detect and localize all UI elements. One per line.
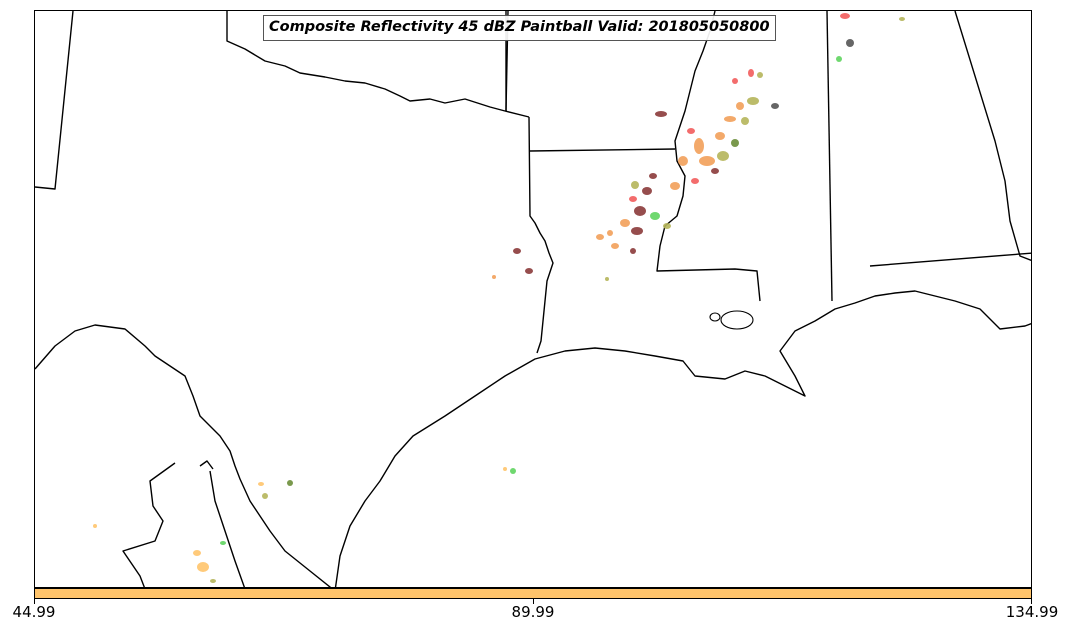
paint-blob: [607, 230, 613, 236]
colorbar-tick: [34, 599, 35, 604]
paint-blob: [631, 181, 639, 189]
colorbar-tick: [1031, 599, 1032, 604]
paint-blob: [670, 182, 680, 190]
paint-blob: [655, 111, 667, 117]
map-canvas: [35, 11, 1031, 587]
colorbar-tick-label-mid: 89.99: [511, 603, 555, 621]
paint-blob: [711, 168, 719, 174]
colorbar-tick: [533, 599, 534, 604]
paint-blob: [492, 275, 496, 279]
state-border-ok-tx: [226, 11, 530, 118]
paint-blob: [771, 103, 779, 109]
paint-blob: [193, 550, 201, 556]
state-border-nm-tx: [35, 11, 74, 190]
paint-blob: [678, 156, 688, 166]
paint-blob: [93, 524, 97, 528]
paint-blob: [262, 493, 268, 499]
paint-blob: [631, 227, 643, 235]
rio-grande: [35, 324, 332, 587]
paint-blob: [629, 196, 637, 202]
paint-blob: [596, 234, 604, 240]
paint-blob: [724, 116, 736, 122]
paint-blob: [717, 151, 729, 161]
state-border-al-ga: [954, 11, 1031, 261]
paint-blob: [525, 268, 533, 274]
paint-blob: [649, 173, 657, 179]
paint-blob: [258, 482, 264, 486]
state-border-ar-la: [529, 148, 676, 152]
paint-blob: [630, 248, 636, 254]
paint-blob: [663, 223, 671, 229]
paint-blob: [747, 97, 759, 105]
paint-blob: [699, 156, 715, 166]
gulf-coastline: [334, 290, 1031, 587]
map-title: Composite Reflectivity 45 dBZ Paintball …: [263, 15, 776, 41]
colorbar-tick-label-max: 134.99: [1005, 603, 1059, 621]
state-border-al-fl: [869, 252, 1031, 267]
paint-blob: [642, 187, 652, 195]
paint-blob: [840, 13, 850, 19]
paint-blob: [510, 468, 516, 474]
paint-blob: [846, 39, 854, 47]
mexico-border-3: [199, 460, 214, 470]
state-border-ms-al: [826, 11, 833, 302]
state-border-tx-la: [528, 116, 554, 354]
lake-borgne: [709, 312, 721, 322]
paint-blob: [503, 467, 507, 471]
paint-blob: [741, 117, 749, 125]
map-panel: [34, 10, 1032, 588]
paint-blob: [691, 178, 699, 184]
mexico-border-1: [122, 462, 176, 587]
colorbar-tick-label-min: 44.99: [12, 603, 56, 621]
paint-blob: [650, 212, 660, 220]
paint-blob: [836, 56, 842, 62]
paint-blob: [220, 541, 226, 545]
paint-blob: [757, 72, 763, 78]
paint-blob: [620, 219, 630, 227]
paint-blob: [605, 277, 609, 281]
paint-blob: [210, 579, 216, 583]
colorbar: [34, 588, 1032, 599]
paint-blob: [748, 69, 754, 77]
paint-blob: [731, 139, 739, 147]
paint-blob: [899, 17, 905, 21]
paint-blob: [197, 562, 209, 572]
paint-blob: [694, 138, 704, 154]
paint-blob: [513, 248, 521, 254]
paint-blob: [715, 132, 725, 140]
paint-blob: [611, 243, 619, 249]
paint-blob: [634, 206, 646, 216]
paint-blob: [736, 102, 744, 110]
lake-pontchartrain: [720, 310, 754, 330]
mississippi-river: [656, 11, 761, 302]
paint-blob: [687, 128, 695, 134]
mexico-border-2: [209, 470, 246, 587]
paint-blob: [732, 78, 738, 84]
paint-blob: [287, 480, 293, 486]
